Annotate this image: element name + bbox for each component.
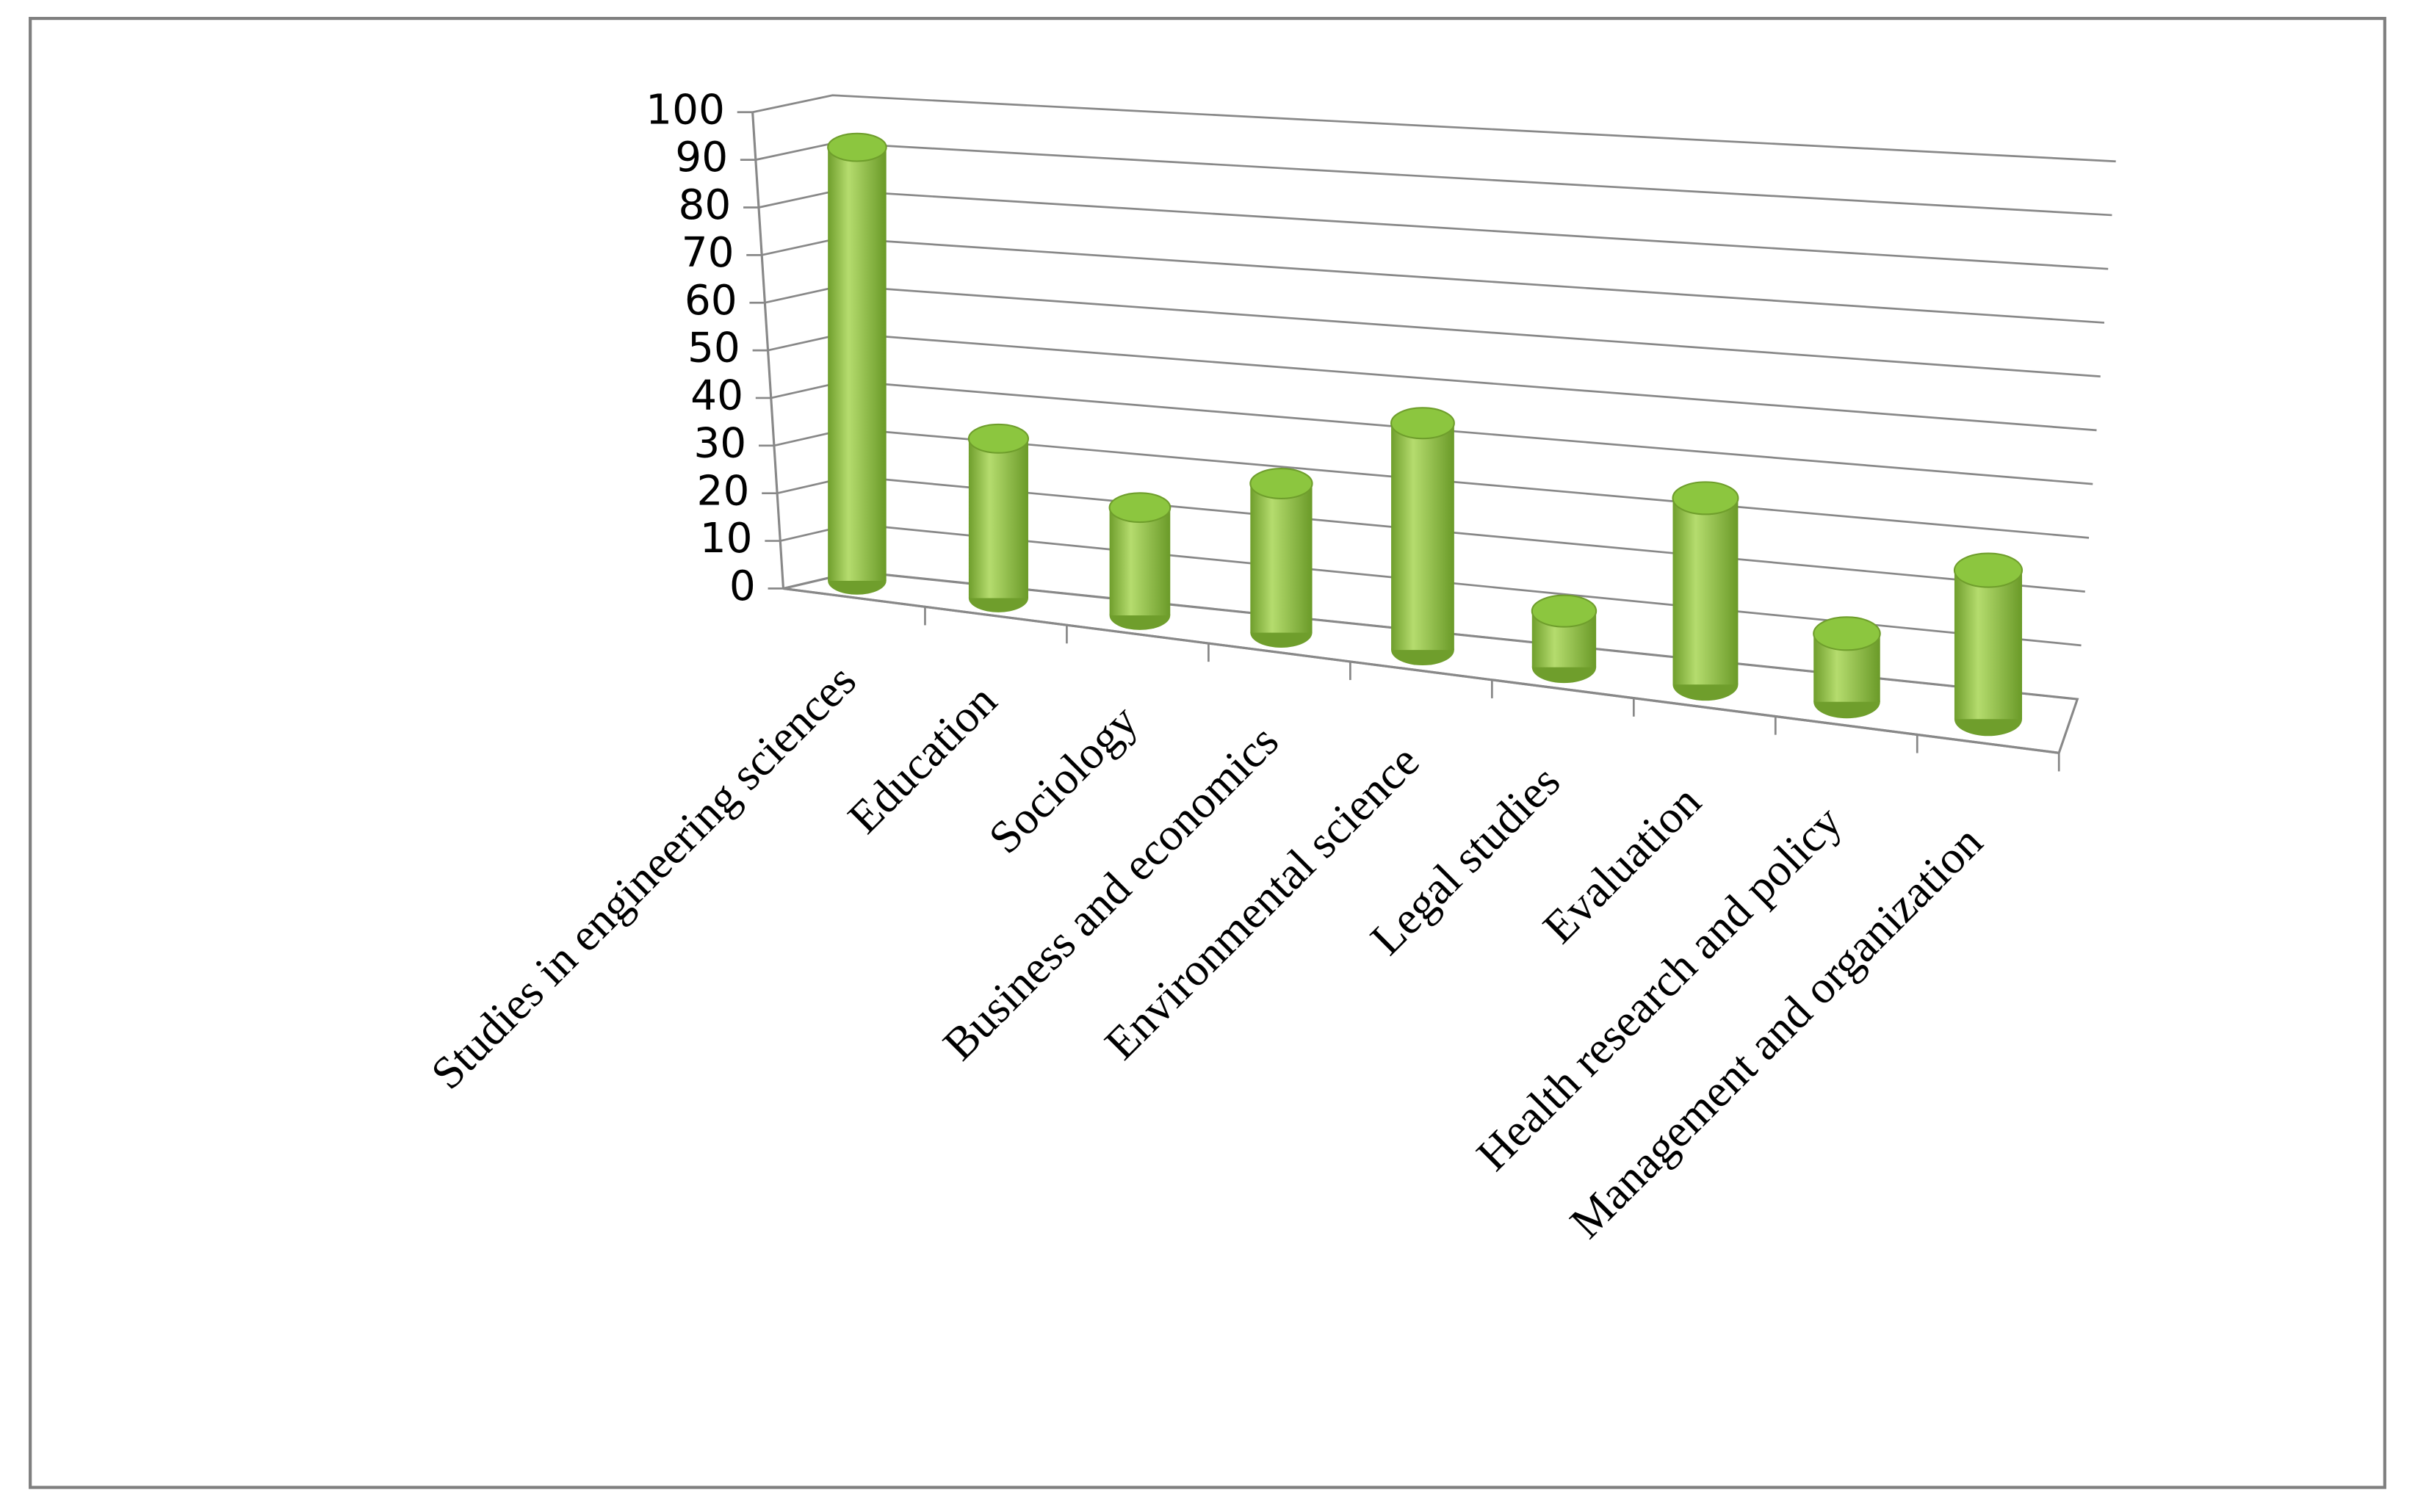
y-tick-label: 60: [685, 277, 737, 325]
bar: [1954, 570, 2023, 720]
bar-top: [827, 132, 887, 162]
chart-frame: [29, 17, 2386, 1489]
y-tick-label: 70: [682, 229, 734, 277]
bar: [828, 147, 887, 581]
bar: [968, 438, 1028, 598]
bar-top: [967, 423, 1030, 454]
bar: [1250, 483, 1313, 633]
x-axis: [783, 587, 2060, 754]
bar-top: [1249, 468, 1313, 499]
bar: [1672, 498, 1739, 685]
bar-top: [1953, 552, 2024, 588]
y-tick-label: 0: [729, 563, 756, 610]
y-tick-label: 100: [646, 86, 725, 134]
y-tick-label: 50: [687, 325, 740, 372]
grid-line: [752, 94, 2116, 163]
bar-top: [1108, 492, 1172, 524]
y-tick-label: 10: [700, 515, 753, 563]
bar-top: [1672, 481, 1739, 516]
y-tick-label: 80: [678, 181, 731, 229]
y-tick-label: 90: [675, 134, 728, 181]
y-tick-label: 20: [697, 467, 750, 515]
bar: [1109, 507, 1171, 616]
bar-top: [1390, 407, 1455, 440]
y-tick-label: 30: [693, 419, 746, 467]
bar-top: [1813, 616, 1881, 651]
y-tick-label: 40: [690, 372, 743, 420]
bar: [1391, 423, 1454, 651]
bar-top: [1531, 594, 1598, 628]
